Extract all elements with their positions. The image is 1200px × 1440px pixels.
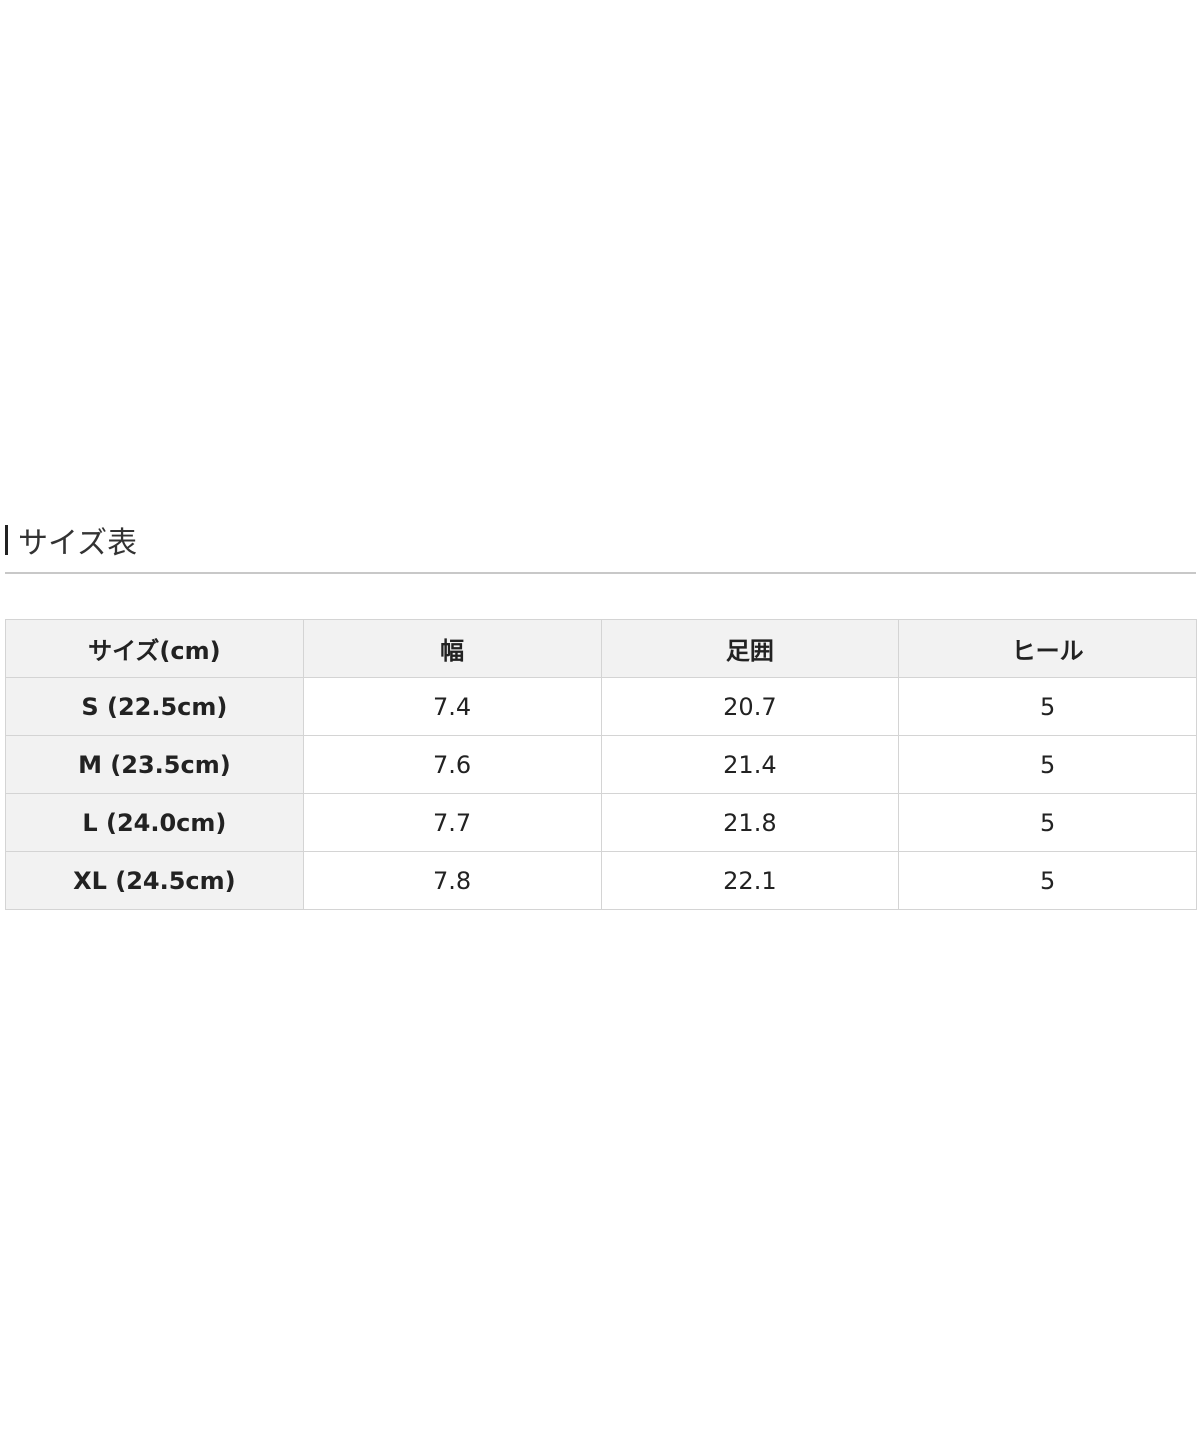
cell-size: S (22.5cm) [5, 677, 304, 736]
cell-width: 7.7 [302, 793, 602, 852]
cell-size: L (24.0cm) [5, 793, 304, 852]
header-girth: 足囲 [600, 619, 900, 678]
divider [5, 572, 1196, 574]
cell-girth: 20.7 [600, 677, 900, 736]
table-row: XL (24.5cm) 7.8 22.1 5 [5, 851, 1197, 910]
cell-heel: 5 [898, 735, 1197, 794]
table-header-row: サイズ(cm) 幅 足囲 ヒール [5, 619, 1197, 678]
size-table: サイズ(cm) 幅 足囲 ヒール S (22.5cm) 7.4 20.7 5 M (23… [5, 619, 1197, 910]
cell-girth: 21.8 [600, 793, 900, 852]
table-row: S (22.5cm) 7.4 20.7 5 [5, 677, 1197, 736]
cell-heel: 5 [898, 793, 1197, 852]
heading-accent-bar [5, 525, 8, 555]
header-size: サイズ(cm) [5, 619, 304, 678]
header-heel: ヒール [898, 619, 1197, 678]
header-width: 幅 [302, 619, 602, 678]
cell-width: 7.8 [302, 851, 602, 910]
cell-heel: 5 [898, 677, 1197, 736]
cell-heel: 5 [898, 851, 1197, 910]
cell-width: 7.6 [302, 735, 602, 794]
section-heading: サイズ表 [5, 520, 138, 561]
cell-girth: 21.4 [600, 735, 900, 794]
cell-width: 7.4 [302, 677, 602, 736]
table-row: M (23.5cm) 7.6 21.4 5 [5, 735, 1197, 794]
cell-size: XL (24.5cm) [5, 851, 304, 910]
table-row: L (24.0cm) 7.7 21.8 5 [5, 793, 1197, 852]
cell-size: M (23.5cm) [5, 735, 304, 794]
section-title: サイズ表 [18, 526, 138, 561]
cell-girth: 22.1 [600, 851, 900, 910]
